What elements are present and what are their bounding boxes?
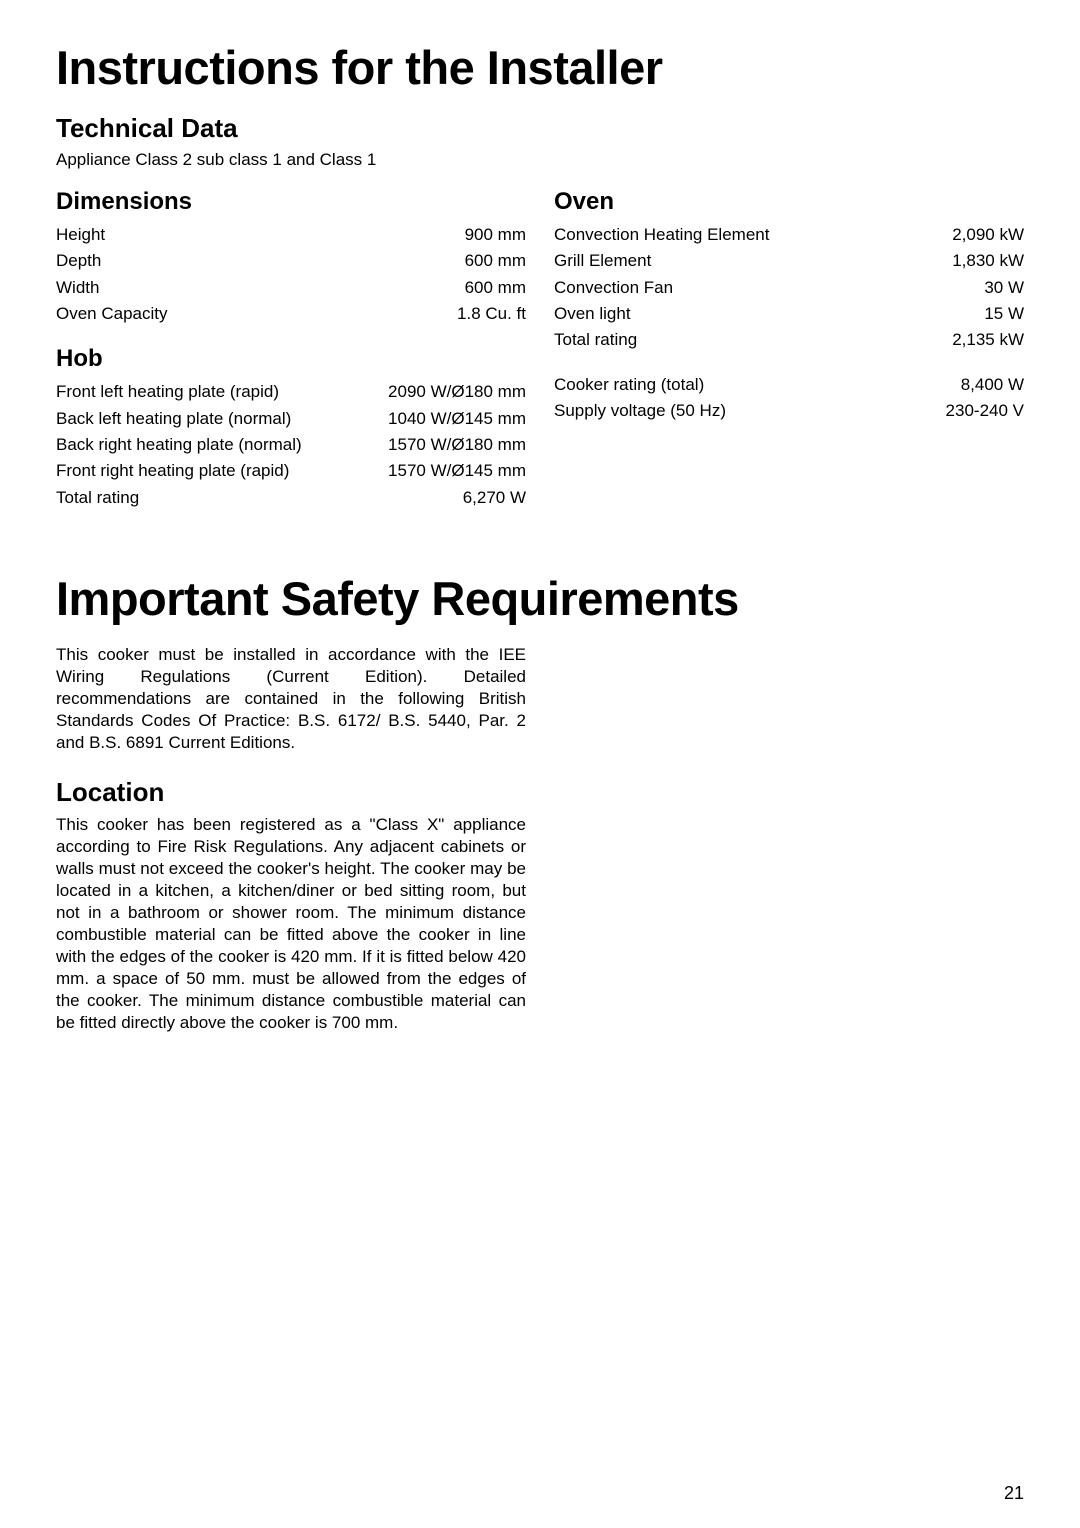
oven-label: Convection Heating Element (554, 222, 952, 248)
table-row: Convection Heating Element 2,090 kW (554, 222, 1024, 248)
table-row: Depth 600 mm (56, 248, 526, 274)
safety-title: Important Safety Requirements (56, 571, 1024, 626)
oven-label: Convection Fan (554, 275, 984, 301)
hob-value: 1570 W/Ø145 mm (388, 458, 526, 484)
hob-table: Front left heating plate (rapid) 2090 W/… (56, 379, 526, 511)
safety-intro-text: This cooker must be installed in accorda… (56, 644, 526, 754)
dimensions-heading: Dimensions (56, 188, 526, 216)
table-row: Cooker rating (total) 8,400 W (554, 372, 1024, 398)
hob-heading: Hob (56, 345, 526, 373)
oven-label: Oven light (554, 301, 984, 327)
table-row: Oven light 15 W (554, 301, 1024, 327)
hob-label: Back right heating plate (normal) (56, 432, 388, 458)
oven-label: Grill Element (554, 248, 952, 274)
oven-label: Total rating (554, 327, 952, 353)
table-row: Convection Fan 30 W (554, 275, 1024, 301)
oven-extra-value: 230-240 V (946, 398, 1024, 424)
oven-extra-table: Cooker rating (total) 8,400 W Supply vol… (554, 372, 1024, 425)
dim-label: Width (56, 275, 465, 301)
dimensions-table: Height 900 mm Depth 600 mm Width 600 mm … (56, 222, 526, 327)
page-number: 21 (1004, 1483, 1024, 1504)
oven-value: 1,830 kW (952, 248, 1024, 274)
oven-value: 30 W (984, 275, 1024, 301)
oven-extra-label: Supply voltage (50 Hz) (554, 398, 946, 424)
hob-label: Back left heating plate (normal) (56, 406, 388, 432)
dim-value: 900 mm (465, 222, 526, 248)
location-body-text: This cooker has been registered as a "Cl… (56, 814, 526, 1035)
dim-label: Depth (56, 248, 465, 274)
table-row: Total rating 6,270 W (56, 485, 526, 511)
hob-label: Front right heating plate (rapid) (56, 458, 388, 484)
table-row: Back right heating plate (normal) 1570 W… (56, 432, 526, 458)
page-title: Instructions for the Installer (56, 40, 1024, 95)
dim-value: 600 mm (465, 275, 526, 301)
oven-extra-label: Cooker rating (total) (554, 372, 961, 398)
table-row: Back left heating plate (normal) 1040 W/… (56, 406, 526, 432)
hob-value: 6,270 W (463, 485, 526, 511)
oven-heading: Oven (554, 188, 1024, 216)
table-row: Grill Element 1,830 kW (554, 248, 1024, 274)
table-row: Supply voltage (50 Hz) 230-240 V (554, 398, 1024, 424)
technical-data-subtitle: Appliance Class 2 sub class 1 and Class … (56, 150, 1024, 170)
technical-data-heading: Technical Data (56, 113, 1024, 144)
table-row: Front left heating plate (rapid) 2090 W/… (56, 379, 526, 405)
table-row: Height 900 mm (56, 222, 526, 248)
table-row: Width 600 mm (56, 275, 526, 301)
hob-label: Front left heating plate (rapid) (56, 379, 388, 405)
oven-extra-value: 8,400 W (961, 372, 1024, 398)
hob-value: 1040 W/Ø145 mm (388, 406, 526, 432)
dim-value: 600 mm (465, 248, 526, 274)
table-row: Total rating 2,135 kW (554, 327, 1024, 353)
dim-label: Height (56, 222, 465, 248)
hob-label: Total rating (56, 485, 463, 511)
table-row: Oven Capacity 1.8 Cu. ft (56, 301, 526, 327)
oven-value: 2,135 kW (952, 327, 1024, 353)
oven-value: 15 W (984, 301, 1024, 327)
dim-value: 1.8 Cu. ft (457, 301, 526, 327)
hob-value: 1570 W/Ø180 mm (388, 432, 526, 458)
oven-value: 2,090 kW (952, 222, 1024, 248)
table-row: Front right heating plate (rapid) 1570 W… (56, 458, 526, 484)
oven-table: Convection Heating Element 2,090 kW Gril… (554, 222, 1024, 354)
location-heading: Location (56, 777, 1024, 808)
dim-label: Oven Capacity (56, 301, 457, 327)
hob-value: 2090 W/Ø180 mm (388, 379, 526, 405)
